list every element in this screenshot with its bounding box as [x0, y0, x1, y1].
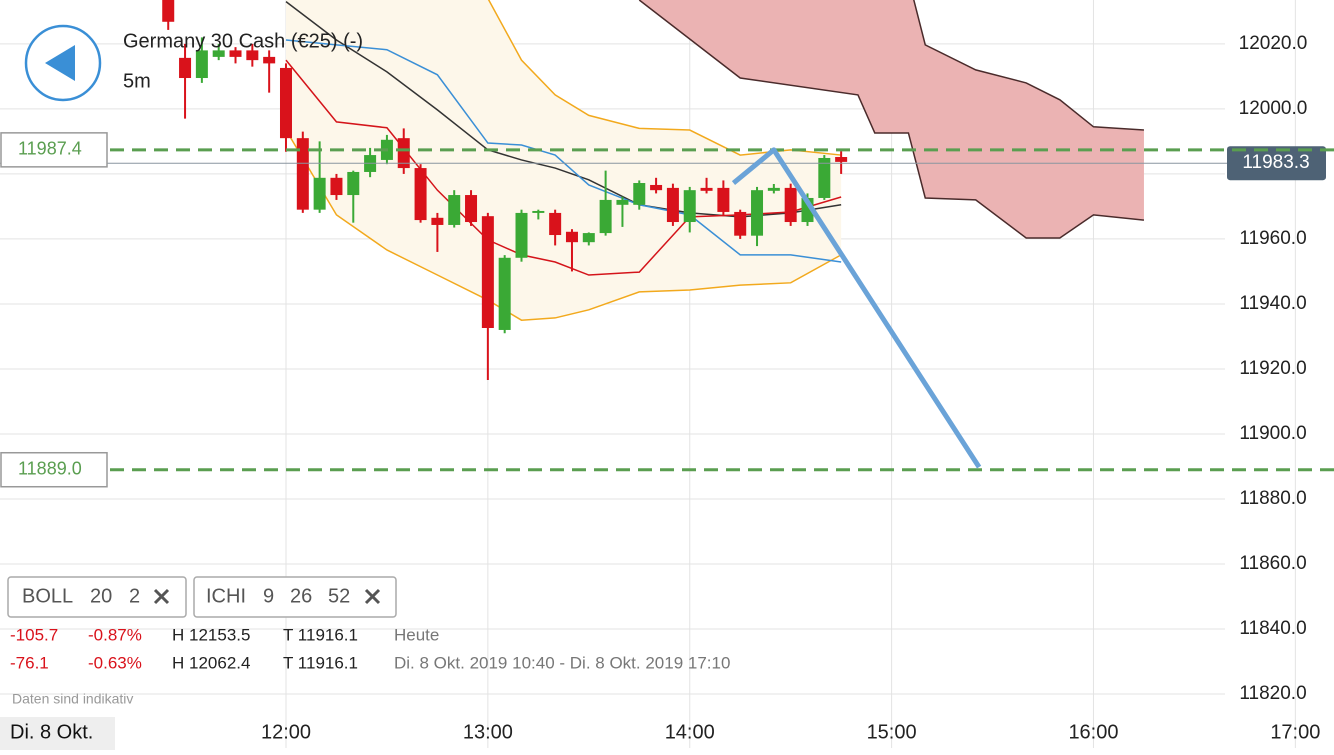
candle-body	[549, 212, 562, 236]
y-tick-label: 11820.0	[1239, 683, 1306, 704]
back-button[interactable]	[24, 24, 102, 102]
disclaimer: Daten sind indikativ	[12, 691, 133, 707]
candle-body	[279, 67, 292, 139]
x-tick-label: 14:00	[665, 721, 715, 743]
band-line	[487, 0, 842, 156]
x-tick-label: 16:00	[1068, 721, 1118, 743]
trend-drawing	[731, 147, 982, 469]
y-tick-label: 11960.0	[1239, 228, 1306, 249]
candle-body	[465, 195, 478, 223]
band-line	[638, 0, 1145, 239]
chip-name: ICHI	[206, 585, 246, 607]
level-box	[0, 451, 108, 488]
candle-body	[818, 157, 831, 198]
candle-body	[734, 211, 747, 236]
candle-body	[683, 190, 696, 223]
candle-body	[599, 199, 612, 234]
candle-body	[431, 217, 444, 225]
stat-low: T 11916.1	[283, 625, 358, 644]
stat-high: H 12153.5	[172, 625, 250, 644]
level-label: 11889.0	[18, 458, 82, 478]
candle-body	[666, 187, 679, 223]
back-arrow	[45, 45, 75, 81]
candle-body	[481, 216, 494, 329]
y-tick-label: 11900.0	[1239, 423, 1306, 444]
candle-body	[582, 233, 595, 243]
indicator-chip[interactable]: BOLL 20 2	[7, 576, 187, 618]
y-tick-label: 11840.0	[1239, 618, 1306, 639]
stat-change: -105.7	[10, 625, 58, 644]
chip-param: 26	[290, 585, 312, 607]
band-fill	[639, 0, 1144, 238]
candle-body	[212, 50, 225, 57]
candle-body	[448, 195, 461, 225]
candle-body	[347, 171, 360, 196]
candle-body	[397, 138, 410, 169]
timeframe: 5m	[123, 70, 151, 92]
instrument-title: Germany 30 Cash (€25) (-)	[123, 30, 363, 52]
date-box	[0, 717, 115, 750]
x-tick-label: 17:00	[1270, 721, 1320, 743]
candle-body	[717, 187, 730, 212]
date-label: Di. 8 Okt.	[10, 721, 93, 743]
chip-box	[7, 576, 187, 618]
band-fill	[285, 0, 842, 321]
candle-body	[633, 183, 646, 205]
y-tick-label: 11920.0	[1239, 358, 1306, 379]
candle-body	[616, 199, 629, 205]
candle-body	[414, 168, 427, 221]
candle-body	[296, 138, 309, 210]
candle-body	[162, 0, 175, 22]
y-tick-label: 11940.0	[1239, 293, 1306, 314]
candle-body	[179, 57, 192, 79]
x-tick-label: 12:00	[261, 721, 311, 743]
y-tick-label: 12020.0	[1239, 33, 1308, 54]
candle-body	[498, 257, 511, 330]
chip-param: 20	[90, 585, 112, 607]
stat-change: -76.1	[10, 653, 49, 672]
chip-close[interactable]	[153, 588, 170, 605]
stat-change-pct: -0.87%	[88, 625, 142, 644]
chip-box	[193, 576, 397, 618]
candle-body	[246, 50, 259, 61]
candle-body	[313, 177, 326, 210]
stat-change-pct: -0.63%	[88, 653, 142, 672]
chip-name: BOLL	[22, 585, 73, 607]
candle-body	[195, 50, 208, 79]
y-tick-label: 12000.0	[1239, 98, 1308, 119]
x-tick-label: 13:00	[463, 721, 513, 743]
chip-close[interactable]	[364, 588, 381, 605]
candle-body	[330, 177, 343, 196]
candle-body	[532, 210, 545, 213]
level-label: 11987.4	[18, 139, 82, 159]
y-tick-label: 11880.0	[1239, 488, 1306, 509]
candle-body	[263, 56, 276, 64]
stat-period: Di. 8 Okt. 2019 10:40 - Di. 8 Okt. 2019 …	[394, 653, 730, 672]
candle-body	[835, 157, 848, 162]
y-tick-label: 11860.0	[1239, 553, 1306, 574]
candle-body	[784, 187, 797, 223]
stat-low: T 11916.1	[283, 653, 358, 672]
candle-body	[767, 187, 780, 191]
current-price-box	[1227, 146, 1326, 181]
chip-param: 9	[263, 585, 274, 607]
x-tick-label: 15:00	[867, 721, 917, 743]
chip-param: 52	[328, 585, 350, 607]
indicator-chip[interactable]: ICHI 9 26 52	[193, 576, 397, 618]
level-box	[0, 132, 108, 168]
candle-body	[650, 184, 663, 191]
band-line	[913, 0, 1144, 131]
stat-high: H 12062.4	[172, 653, 250, 672]
current-price-label: 11983.3	[1242, 152, 1309, 173]
candle-body	[700, 187, 713, 191]
candle-body	[515, 212, 528, 258]
stat-period: Heute	[394, 625, 439, 644]
candle-body	[565, 231, 578, 243]
band-line	[285, 129, 842, 321]
candle-body	[751, 190, 764, 236]
candle-body	[229, 50, 242, 57]
chip-param: 2	[129, 585, 140, 607]
indicator-line	[285, 39, 842, 263]
